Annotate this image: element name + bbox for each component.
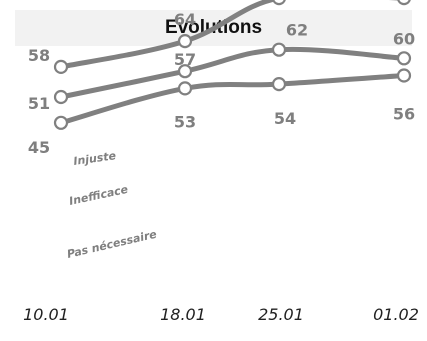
data-point-pas-n-cessaire-3: [396, 68, 412, 83]
data-point-pas-n-cessaire-0: [53, 115, 69, 130]
data-point-injuste-3: [397, 0, 411, 6]
x-tick-label-3: 01.02: [373, 305, 419, 324]
series-line-injuste: [58, 0, 406, 70]
data-point-inefficace-2: [271, 42, 287, 57]
data-label-inefficace-1: 57: [174, 50, 196, 69]
data-point-injuste-0: [53, 59, 69, 75]
data-point-pas-n-cessaire-1: [177, 81, 193, 96]
data-point-inefficace-3: [396, 51, 412, 66]
data-label-pas-n-cessaire-0: 45: [28, 138, 50, 157]
series-name-label-injuste: Injuste: [73, 149, 118, 168]
x-tick-label-2: 25.01: [258, 305, 304, 324]
data-label-inefficace-2: 62: [286, 21, 308, 40]
series-line-pas-n-cessaire: [58, 73, 407, 126]
data-point-inefficace-1: [177, 64, 193, 79]
data-label-injuste-1: 64: [174, 10, 196, 29]
x-tick-label-1: 18.01: [160, 305, 206, 324]
data-point-inefficace-0: [53, 89, 69, 105]
data-point-injuste-1: [177, 33, 193, 49]
series-name-label-inefficace: Inefficace: [68, 183, 130, 208]
data-label-inefficace-3: 60: [393, 29, 415, 48]
data-label-pas-n-cessaire-2: 54: [274, 109, 296, 128]
x-tick-label-0: 10.01: [23, 305, 69, 324]
data-point-injuste-2: [272, 0, 286, 6]
series-line-inefficace: [58, 46, 407, 100]
data-point-pas-n-cessaire-2: [271, 76, 287, 92]
series-name-label-pas-n-cessaire: Pas nécessaire: [66, 228, 159, 261]
data-label-pas-n-cessaire-3: 56: [393, 105, 415, 124]
data-label-injuste-0: 58: [28, 46, 50, 65]
data-label-pas-n-cessaire-1: 53: [174, 112, 196, 131]
data-label-inefficace-0: 51: [28, 94, 50, 113]
